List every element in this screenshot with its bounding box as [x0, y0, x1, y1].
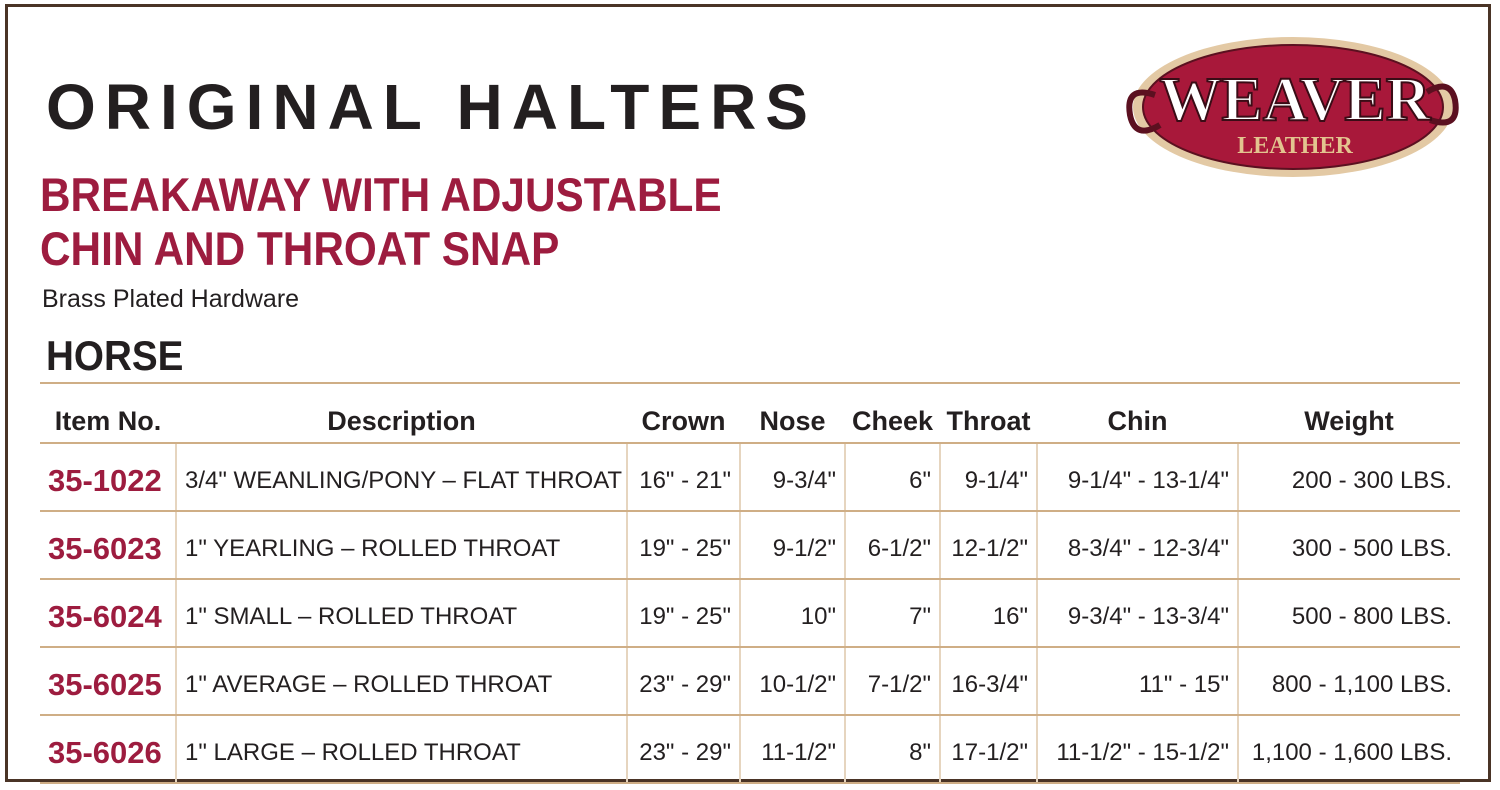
table-cell: 16" - 21" [626, 443, 740, 512]
size-table: Item No. Description Crown Nose Cheek Throat C… [40, 400, 1460, 784]
table-cell: 7" [844, 579, 940, 648]
table-cell: 7-1/2" [844, 647, 940, 716]
table-cell: 9-1/2" [739, 511, 845, 580]
table-cell: 9-1/4" [939, 443, 1037, 512]
column-header: Cheek [845, 400, 940, 444]
title: ORIGINAL HALTERS [46, 71, 817, 143]
item-number: 35-1022 [40, 443, 176, 512]
item-number: 35-6024 [40, 579, 176, 648]
column-header: Nose [740, 400, 845, 444]
header-row: Item No. Description Crown Nose Cheek Throat C… [40, 400, 1460, 444]
table-cell: 23" - 29" [626, 715, 740, 784]
table-cell: 3/4" WEANLING/PONY – FLAT THROAT [175, 443, 627, 512]
item-number: 35-6025 [40, 647, 176, 716]
table-cell: 8" [844, 715, 940, 784]
column-header: Item No. [40, 400, 176, 444]
table-cell: 8-3/4" - 12-3/4" [1036, 511, 1238, 580]
table-cell: 1" YEARLING – ROLLED THROAT [175, 511, 627, 580]
logo-sub: LEATHER [1237, 133, 1353, 159]
table-cell: 19" - 25" [626, 579, 740, 648]
table-cell: 200 - 300 LBS. [1237, 443, 1460, 512]
item-number: 35-6026 [40, 715, 176, 784]
table-row: 35-1022 3/4" WEANLING/PONY – FLAT THROAT 1… [40, 443, 1460, 512]
column-header: Crown [627, 400, 740, 444]
table-cell: 9-3/4" - 13-3/4" [1036, 579, 1238, 648]
table-cell: 9-1/4" - 13-1/4" [1036, 443, 1238, 512]
column-header: Chin [1037, 400, 1238, 444]
table-cell: 10-1/2" [739, 647, 845, 716]
subtitle: BREAKAWAY WITH ADJUSTABLE CHIN AND THROA… [40, 168, 722, 275]
table-cell: 800 - 1,100 LBS. [1237, 647, 1460, 716]
table-cell: 16" [939, 579, 1037, 648]
table-cell: 1" SMALL – ROLLED THROAT [175, 579, 627, 648]
column-header: Throat [940, 400, 1037, 444]
logo-oval [1142, 44, 1444, 170]
table-cell: 12-1/2" [939, 511, 1037, 580]
table-cell: 6" [844, 443, 940, 512]
table-cell: 16-3/4" [939, 647, 1037, 716]
table-row: 35-6024 1" SMALL – ROLLED THROAT 19" - 25"… [40, 579, 1460, 648]
table-cell: 19" - 25" [626, 511, 740, 580]
table-cell: 500 - 800 LBS. [1237, 579, 1460, 648]
table-body: 35-1022 3/4" WEANLING/PONY – FLAT THROAT 1… [40, 443, 1460, 784]
section-title: HORSE [46, 332, 184, 379]
table-cell: 11" - 15" [1036, 647, 1238, 716]
table-row: 35-6023 1" YEARLING – ROLLED THROAT 19" - … [40, 511, 1460, 580]
table-cell: 11-1/2" [739, 715, 845, 784]
item-number: 35-6023 [40, 511, 176, 580]
logo-swirl [1425, 83, 1459, 126]
table-cell: 1" LARGE – ROLLED THROAT [175, 715, 627, 784]
table-cell: 11-1/2" - 15-1/2" [1036, 715, 1238, 784]
table-cell: 6-1/2" [844, 511, 940, 580]
column-header: Weight [1238, 400, 1460, 444]
logo: WEAVER LEATHER [1126, 37, 1459, 177]
table-cell: 1" AVERAGE – ROLLED THROAT [175, 647, 627, 716]
divider [40, 382, 1460, 384]
table-cell: 10" [739, 579, 845, 648]
table-cell: 1,100 - 1,600 LBS. [1237, 715, 1460, 784]
table-cell: 300 - 500 LBS. [1237, 511, 1460, 580]
note: Brass Plated Hardware [42, 285, 300, 313]
table-row: 35-6026 1" LARGE – ROLLED THROAT 23" - 29"… [40, 715, 1460, 784]
column-header: Description [176, 400, 627, 444]
logo-swirl [1126, 89, 1162, 134]
logo-brand: WEAVER [1159, 66, 1431, 134]
table-cell: 23" - 29" [626, 647, 740, 716]
table-cell: 9-3/4" [739, 443, 845, 512]
table-cell: 17-1/2" [939, 715, 1037, 784]
table-row: 35-6025 1" AVERAGE – ROLLED THROAT 23" - 2… [40, 647, 1460, 716]
